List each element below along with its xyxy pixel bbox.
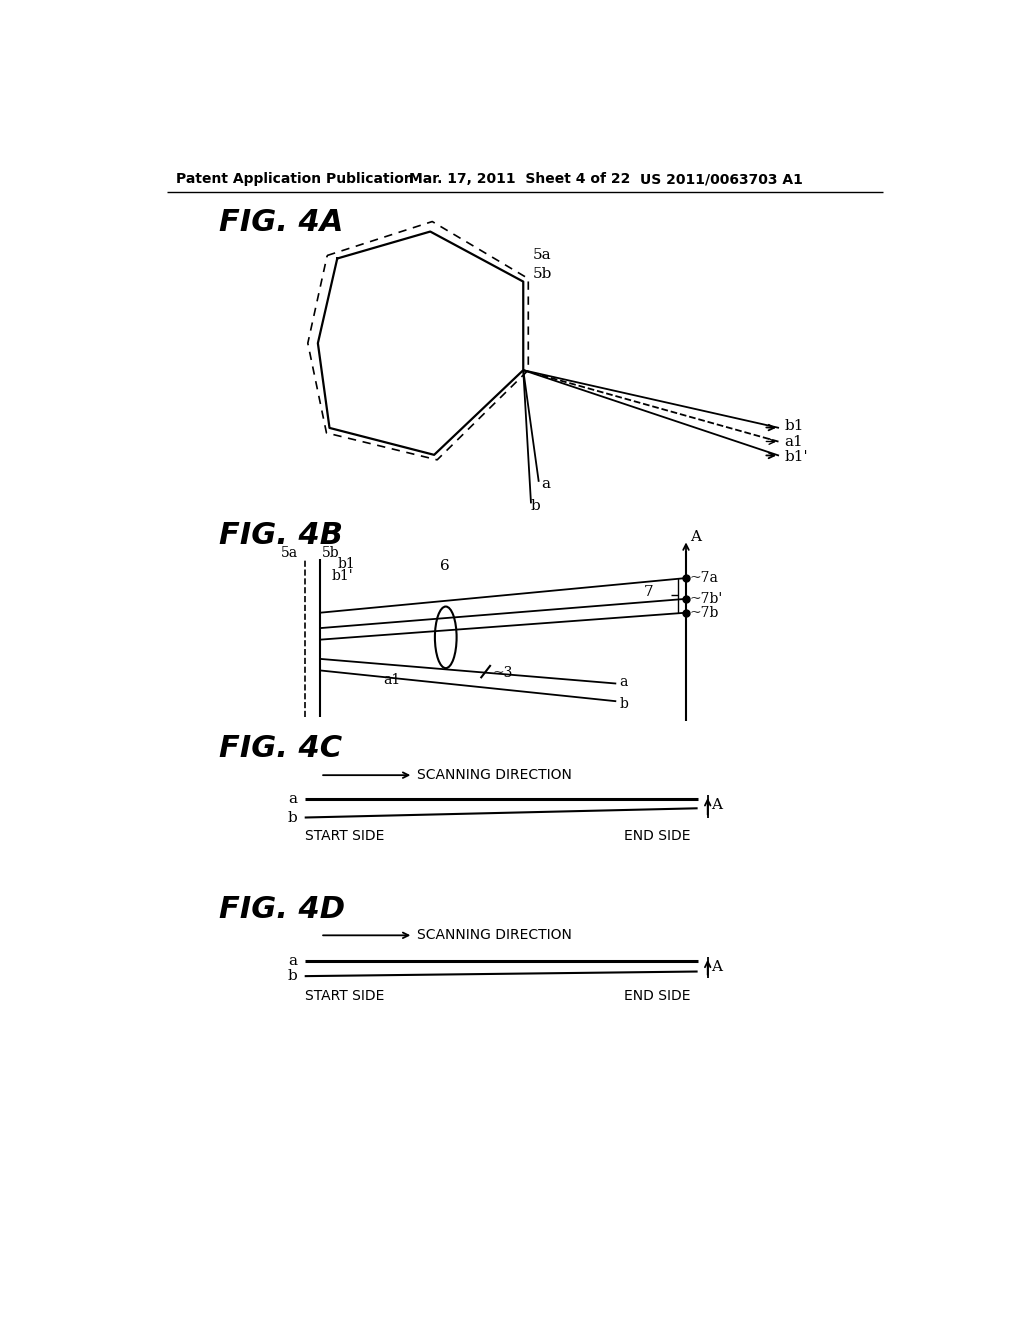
Text: 5b: 5b [532,267,552,281]
Text: a1: a1 [384,673,401,686]
Text: ~3: ~3 [493,665,513,680]
Text: FIG. 4C: FIG. 4C [219,734,343,763]
Text: 5b: 5b [322,545,339,560]
Text: ~7a: ~7a [690,572,719,585]
Text: ~7b: ~7b [690,606,719,619]
Text: a: a [288,954,297,968]
Text: US 2011/0063703 A1: US 2011/0063703 A1 [640,172,803,186]
Text: A: A [690,531,700,544]
Text: b1': b1' [332,569,353,582]
Text: a: a [541,477,550,491]
Text: b: b [531,499,541,513]
Text: A: A [712,799,723,812]
Text: a: a [620,675,628,689]
Text: FIG. 4A: FIG. 4A [219,207,344,236]
Text: 6: 6 [439,560,450,573]
Text: a1: a1 [784,434,803,449]
Text: a: a [288,792,297,807]
Text: Patent Application Publication: Patent Application Publication [176,172,414,186]
Text: FIG. 4D: FIG. 4D [219,895,345,924]
Text: b1: b1 [337,557,355,572]
Text: FIG. 4B: FIG. 4B [219,521,343,550]
Text: b1': b1' [784,450,808,465]
Text: 7: 7 [643,585,653,598]
Text: END SIDE: END SIDE [624,989,690,1003]
Text: b: b [287,969,297,983]
Text: START SIDE: START SIDE [305,989,384,1003]
Text: Mar. 17, 2011  Sheet 4 of 22: Mar. 17, 2011 Sheet 4 of 22 [409,172,630,186]
Text: SCANNING DIRECTION: SCANNING DIRECTION [417,768,572,783]
Text: b: b [620,697,629,710]
Text: b1: b1 [784,420,804,433]
Text: b: b [287,810,297,825]
Text: A: A [712,960,723,974]
Text: 5a: 5a [532,248,551,261]
Text: START SIDE: START SIDE [305,829,384,843]
Text: SCANNING DIRECTION: SCANNING DIRECTION [417,928,572,942]
Text: END SIDE: END SIDE [624,829,690,843]
Text: 5a: 5a [282,545,299,560]
Text: ~7b': ~7b' [690,591,723,606]
